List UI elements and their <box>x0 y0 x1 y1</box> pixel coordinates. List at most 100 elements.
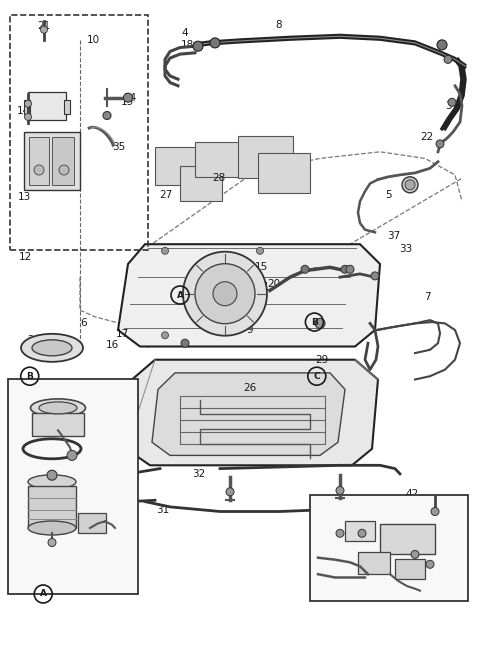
Circle shape <box>210 38 220 48</box>
Text: 23: 23 <box>29 350 43 360</box>
Bar <box>395 560 425 579</box>
Text: C: C <box>313 372 320 381</box>
Text: 21: 21 <box>37 21 51 32</box>
Ellipse shape <box>28 521 76 535</box>
Circle shape <box>195 264 255 323</box>
Text: 19: 19 <box>120 97 134 108</box>
Text: B: B <box>26 372 33 381</box>
Text: A: A <box>177 290 183 300</box>
Text: 3: 3 <box>445 100 452 111</box>
Circle shape <box>448 98 456 106</box>
Circle shape <box>405 180 415 190</box>
Text: 33: 33 <box>399 244 412 255</box>
Bar <box>32 412 84 436</box>
Bar <box>52 137 74 185</box>
Circle shape <box>34 165 44 175</box>
Text: 36: 36 <box>404 183 417 193</box>
Polygon shape <box>152 373 345 455</box>
Text: 40: 40 <box>425 516 439 527</box>
Circle shape <box>40 26 48 33</box>
Text: 13: 13 <box>17 191 31 202</box>
Text: 9: 9 <box>246 325 253 335</box>
Ellipse shape <box>39 402 77 414</box>
Text: 31: 31 <box>156 504 170 515</box>
Text: 51: 51 <box>50 516 63 527</box>
Text: 20: 20 <box>267 279 280 289</box>
Circle shape <box>161 332 168 339</box>
Circle shape <box>48 539 56 546</box>
Text: 45: 45 <box>329 549 343 560</box>
Text: 39: 39 <box>404 564 417 574</box>
Circle shape <box>59 165 69 175</box>
Text: 46: 46 <box>339 528 352 539</box>
Text: 47: 47 <box>314 546 327 556</box>
Text: 48: 48 <box>233 280 247 290</box>
Text: 50: 50 <box>41 437 55 447</box>
Circle shape <box>24 114 32 120</box>
Text: 25: 25 <box>27 397 40 408</box>
Circle shape <box>341 265 349 273</box>
Circle shape <box>67 450 77 461</box>
Circle shape <box>444 55 452 63</box>
Bar <box>238 136 293 178</box>
Text: A: A <box>40 589 47 599</box>
Circle shape <box>358 529 366 537</box>
Circle shape <box>315 318 325 329</box>
Ellipse shape <box>28 475 76 489</box>
Text: 44: 44 <box>368 517 381 528</box>
Bar <box>24 132 80 190</box>
Bar <box>195 142 239 177</box>
Text: 10: 10 <box>87 34 100 45</box>
Circle shape <box>24 100 32 107</box>
Bar <box>78 513 106 533</box>
Ellipse shape <box>31 399 85 417</box>
Text: 11: 11 <box>39 502 52 512</box>
Bar <box>310 495 468 601</box>
Text: 41: 41 <box>344 577 357 587</box>
Text: 29: 29 <box>315 354 328 365</box>
Circle shape <box>402 177 418 193</box>
Text: 34: 34 <box>123 92 136 103</box>
Text: 17: 17 <box>116 329 129 339</box>
Ellipse shape <box>21 334 83 362</box>
Bar <box>155 147 200 185</box>
Bar <box>29 137 49 185</box>
Text: 7: 7 <box>424 292 431 302</box>
Circle shape <box>411 550 419 558</box>
Text: 16: 16 <box>106 339 120 350</box>
Bar <box>28 486 76 528</box>
Text: 22: 22 <box>420 132 434 143</box>
Bar <box>28 92 66 120</box>
Text: B: B <box>311 317 318 327</box>
Text: 30: 30 <box>89 462 103 473</box>
Text: 12: 12 <box>18 252 32 263</box>
Circle shape <box>226 488 234 496</box>
Text: 4: 4 <box>181 28 188 38</box>
Text: 5: 5 <box>385 189 392 200</box>
Text: 37: 37 <box>387 231 400 242</box>
Circle shape <box>371 272 379 280</box>
Text: 18: 18 <box>180 40 194 50</box>
Circle shape <box>437 40 447 50</box>
Circle shape <box>301 265 309 273</box>
Circle shape <box>183 251 267 336</box>
Circle shape <box>47 470 57 480</box>
Bar <box>8 379 138 594</box>
Text: 43: 43 <box>352 502 366 512</box>
Circle shape <box>123 93 132 102</box>
Circle shape <box>213 282 237 306</box>
Bar <box>10 15 148 250</box>
Text: 24: 24 <box>27 335 40 345</box>
Text: 28: 28 <box>212 173 225 183</box>
Circle shape <box>193 41 203 51</box>
Circle shape <box>426 560 434 568</box>
Text: 38: 38 <box>358 544 372 554</box>
Polygon shape <box>118 244 380 346</box>
Bar <box>180 166 222 201</box>
Bar <box>380 525 435 554</box>
Text: 26: 26 <box>243 383 256 393</box>
Text: 42: 42 <box>405 488 419 499</box>
Text: 32: 32 <box>192 469 206 479</box>
Circle shape <box>161 248 168 254</box>
Bar <box>258 152 310 193</box>
